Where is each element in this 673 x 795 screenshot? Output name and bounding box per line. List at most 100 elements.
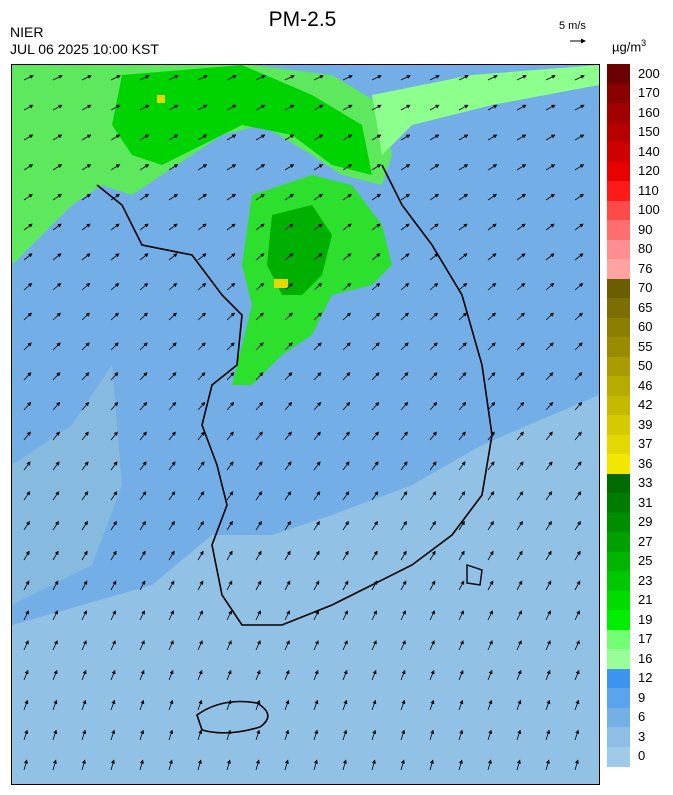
wind-arrow-head-icon [228,580,233,585]
wind-arrow-head-icon [577,491,582,496]
wind-arrow-head-icon [256,729,261,735]
wind-arrow-head-icon [575,669,580,675]
wind-arrow-head-icon [377,75,382,79]
northwest-core-zone [112,65,372,175]
wind-arrow-head-icon [578,401,583,407]
legend-swatch [607,629,630,650]
wind-arrow-head-icon [53,729,58,735]
wind-arrow-head-icon [85,372,90,377]
wind-arrow-head-icon [111,699,116,705]
unit-exponent: 3 [641,38,647,48]
wind-arrow-head-icon [231,193,237,198]
wind-arrow-head-icon [489,580,494,585]
wind-arrow-head-icon [113,461,118,466]
wind-arrow-head-icon [85,342,90,347]
legend-swatch [607,200,630,221]
wind-arrow-head-icon [319,104,324,109]
wind-arrow-head-icon [550,134,556,139]
wind-arrow-head-icon [404,401,409,407]
wind-arrow-head-icon [143,342,148,347]
wind-arrow-head-icon [85,401,90,407]
timestamp-label: JUL 06 2025 10:00 KST [10,41,159,57]
wind-arrow-head-icon [259,372,264,377]
wind-arrow-head-icon [547,550,552,556]
wind-arrow-head-icon [141,610,145,615]
wind-arrow-head-icon [375,282,381,288]
wind-arrow-head-icon [260,253,265,258]
wind-arrow-head-icon [401,699,406,705]
wind-arrow-head-icon [202,164,208,168]
legend-swatch [607,571,630,591]
wind-arrow-head-icon [519,431,524,436]
wind-arrow-head-icon [433,282,439,288]
wind-arrow-head-icon [288,282,294,288]
legend-tick-label: 25 [638,553,653,569]
legend-tick-label: 46 [638,377,653,393]
wind-arrow-head-icon [578,312,583,317]
wind-arrow-head-icon [579,134,585,139]
wind-arrow-head-icon [144,253,149,258]
wind-arrow-head-icon [85,312,90,317]
wind-arrow-head-icon [403,431,408,436]
wind-arrow-head-icon [376,134,382,139]
wind-arrow-head-icon [492,134,498,139]
wind-arrow-head-icon [405,134,411,139]
map-title: PM-2.5 [268,8,337,31]
legend-swatch [607,317,630,338]
wind-arrow-head-icon [142,461,147,466]
wind-arrow-head-icon [488,699,493,705]
legend-tick-label: 170 [638,85,660,101]
wind-arrow-head-icon [574,759,579,764]
wind-arrow-head-icon [143,282,149,288]
wind-arrow-head-icon [258,461,263,466]
wind-arrow-head-icon [463,193,469,198]
wind-arrow-head-icon [316,461,321,466]
legend-tick-label: 17 [638,631,653,647]
wind-arrow-head-icon [371,759,376,764]
unit-label: µg/m3 [612,38,646,54]
wind-arrow-head-icon [432,431,437,436]
wind-arrow-head-icon [314,669,319,675]
wind-arrow-head-icon [83,640,87,645]
wind-arrow-head-icon [144,223,149,228]
wind-arrow-head-icon [546,729,551,735]
legend-tick-label: 76 [638,260,653,276]
wind-arrow-head-icon [347,134,353,139]
wind-arrow-head-icon [197,759,202,764]
wind-arrow-head-icon [201,342,206,347]
wind-arrow-head-icon [232,75,237,79]
wind-arrow-head-icon [375,372,380,377]
legend-swatch [607,122,630,143]
wind-arrow-head-icon [404,282,410,288]
wind-arrow-head-icon [289,134,295,139]
wind-arrow-head-icon [169,669,174,675]
legend-tick-label: 37 [638,436,653,452]
wind-arrow-head-icon [169,729,174,735]
wind-arrow-head-icon [144,134,150,139]
wind-arrow-head-icon [491,372,496,377]
wind-arrow-head-icon [172,401,177,407]
wind-arrow-head-icon [28,164,34,168]
wind-arrow-head-icon [86,134,92,139]
wind-arrow-head-icon [229,431,234,436]
wind-arrow-head-icon [84,431,89,436]
wind-arrow-head-icon [517,699,522,705]
wind-arrow-head-icon [435,75,440,79]
wind-arrow-head-icon [86,164,92,168]
legend-swatch [607,493,630,513]
wind-arrow-head-icon [84,520,88,526]
wind-arrow-head-icon [29,75,34,79]
wind-arrow-head-icon [113,520,117,526]
wind-arrow-head-icon [372,699,377,705]
wind-arrow-head-icon [258,431,263,436]
wind-arrow-head-icon [58,75,63,79]
wind-arrow-head-icon [115,193,121,198]
wind-arrow-head-icon [289,253,294,258]
wind-arrow-head-icon [576,550,581,556]
wind-arrow-head-icon [286,550,291,556]
wind-arrow-head-icon [316,520,320,526]
wind-arrow-head-icon [375,401,380,407]
wind-arrow-head-icon [28,253,33,258]
wind-arrow-head-icon [461,431,466,436]
wind-arrow-head-icon [86,193,92,198]
